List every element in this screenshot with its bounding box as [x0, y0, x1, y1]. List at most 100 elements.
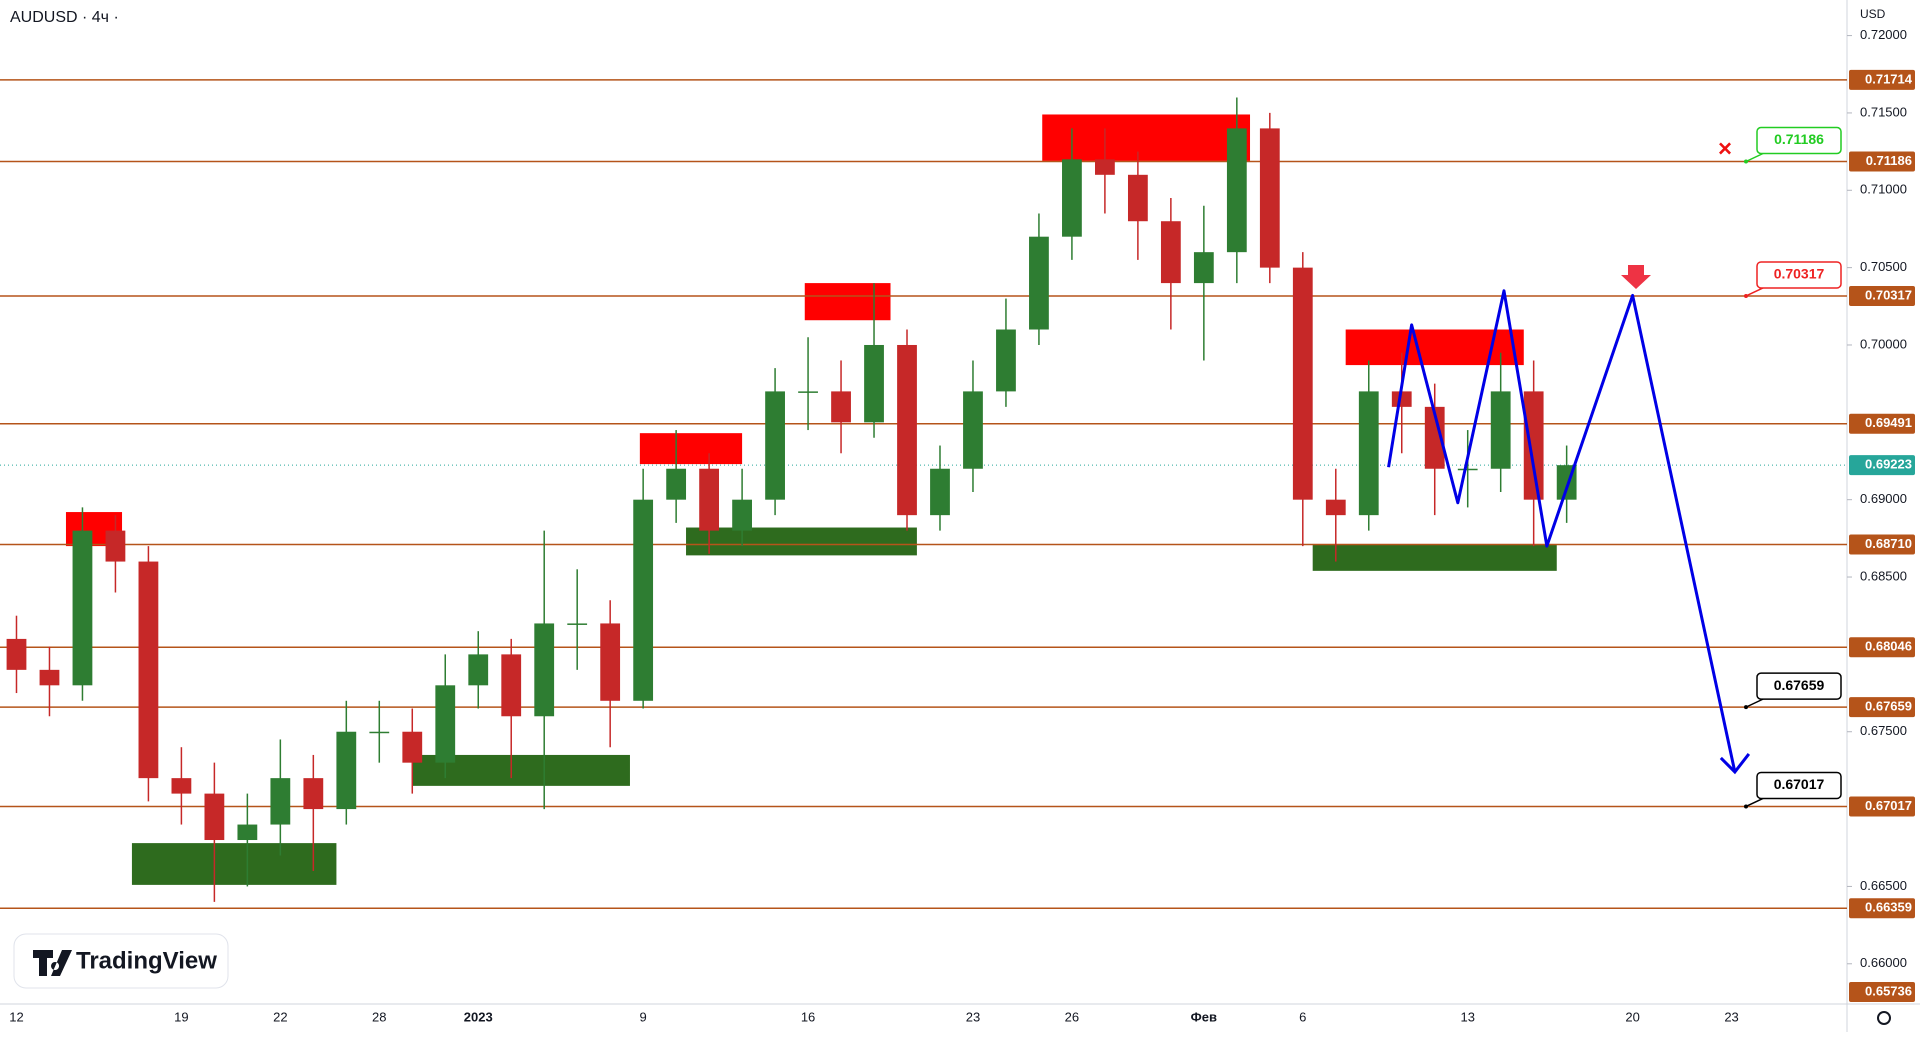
callout-box	[1756, 261, 1842, 289]
zone	[1345, 329, 1524, 366]
candle-body	[6, 638, 27, 670]
level-label-bg	[1849, 413, 1915, 434]
candle-body	[798, 391, 818, 393]
zone	[131, 843, 337, 885]
candle-body	[1127, 174, 1148, 222]
candle-body	[963, 391, 983, 469]
y-tick-label: 0.66000	[1860, 955, 1907, 970]
y-tick-label: 0.67500	[1860, 723, 1907, 738]
x-tick-label: 9	[640, 1009, 647, 1024]
currency[interactable]: USD	[1860, 7, 1886, 21]
level-label-bg	[1849, 697, 1915, 718]
candle-body	[600, 623, 621, 701]
gear	[1877, 1011, 1891, 1025]
candle-body	[633, 499, 654, 701]
candle-body	[831, 391, 851, 423]
candle-body	[732, 499, 752, 531]
x-tick-label: 2023	[464, 1009, 493, 1024]
level-label-bg	[1849, 982, 1915, 1002]
y-tick-label: 0.70500	[1860, 259, 1907, 274]
y-tick-label: 0.72000	[1860, 27, 1907, 42]
candle-body	[1292, 267, 1313, 500]
current-price-bg	[1849, 455, 1915, 476]
y-tick-label: 0.69000	[1860, 491, 1907, 506]
zone	[686, 527, 917, 556]
candle-body	[567, 623, 588, 625]
x-tick-label: 28	[372, 1009, 386, 1024]
candle-body	[72, 530, 93, 686]
logo-badge[interactable]: TradingView	[13, 933, 229, 989]
callout-pointer	[1745, 797, 1764, 808]
candle-body	[204, 793, 225, 841]
callout-pointer	[1745, 287, 1764, 297]
x-tick-label: Фев	[1191, 1009, 1217, 1024]
current-price-label: 0.69223	[1865, 457, 1912, 472]
callout-pointer	[1745, 152, 1764, 163]
level-label: 0.68046	[1865, 639, 1912, 654]
candle-body	[468, 654, 489, 686]
candle-body	[1523, 391, 1544, 500]
x-tick-label: 13	[1460, 1009, 1474, 1024]
logo-icon	[33, 950, 72, 976]
candle-body	[303, 778, 324, 810]
level-label: 0.67017	[1865, 798, 1912, 813]
x-tick-label: 26	[1065, 1009, 1079, 1024]
zone	[1312, 544, 1557, 571]
candle-body	[369, 731, 390, 734]
x-tick-label: 12	[9, 1009, 23, 1024]
candle-body	[1226, 128, 1247, 253]
candle-body	[1391, 391, 1412, 407]
level-label-bg	[1849, 796, 1915, 817]
projection-arrowhead	[1719, 753, 1751, 775]
y-tick-label: 0.71000	[1860, 182, 1907, 197]
level-label: 0.66359	[1865, 900, 1912, 915]
candle-body	[1259, 128, 1280, 268]
candle-body	[699, 468, 720, 531]
candle-body	[435, 685, 456, 763]
candle-body	[1490, 391, 1511, 469]
level-label: 0.70317	[1865, 287, 1912, 302]
candle-body	[1095, 159, 1115, 175]
callout-box	[1756, 126, 1842, 155]
callout-label: 0.67017	[1774, 776, 1825, 792]
x-tick-label: 16	[801, 1009, 815, 1024]
level-label-bg	[1849, 898, 1915, 919]
candle-body	[534, 623, 555, 717]
y-tick-label: 0.66500	[1860, 878, 1907, 893]
candle-body	[237, 824, 258, 841]
logo-text: TradingView	[76, 947, 217, 974]
x-tick-label: 20	[1625, 1009, 1639, 1024]
callout-label: 0.70317	[1774, 266, 1825, 282]
y-tick-label: 0.68500	[1860, 568, 1907, 583]
zone	[1042, 114, 1251, 161]
plot: 0.72000 0.71500 0.71000 0.70500 0.70000 0.690…	[0, 27, 1915, 1024]
candle-body	[138, 561, 159, 779]
x-tick-label: 19	[174, 1009, 188, 1024]
candle-body	[1325, 499, 1346, 516]
candle-body	[765, 391, 785, 500]
level-label-bg	[1849, 285, 1915, 306]
level-label-bg	[1849, 637, 1915, 658]
candle-body	[402, 731, 423, 763]
x-tick-label: 23	[1724, 1009, 1738, 1024]
level-label: 0.65736	[1865, 983, 1912, 998]
level-label: 0.68710	[1865, 536, 1912, 551]
candle-body	[1358, 391, 1379, 516]
candle-body	[1424, 406, 1445, 469]
zone	[804, 283, 891, 321]
callout-box	[1756, 771, 1842, 800]
level-label-bg	[1849, 534, 1915, 555]
level-label-bg	[1849, 151, 1915, 172]
x-tick-label: 22	[273, 1009, 287, 1024]
y-tick-label: 0.71500	[1860, 104, 1907, 119]
level-label-bg	[1849, 69, 1915, 90]
level-label: 0.71714	[1865, 71, 1913, 86]
candle-body	[1457, 468, 1478, 471]
callout-label: 0.67659	[1774, 677, 1825, 693]
down-arrow-marker	[1621, 265, 1651, 289]
candle-body	[501, 654, 522, 717]
settings-icon[interactable]	[1877, 1011, 1891, 1025]
candle-body	[864, 344, 884, 423]
zone	[639, 433, 743, 465]
